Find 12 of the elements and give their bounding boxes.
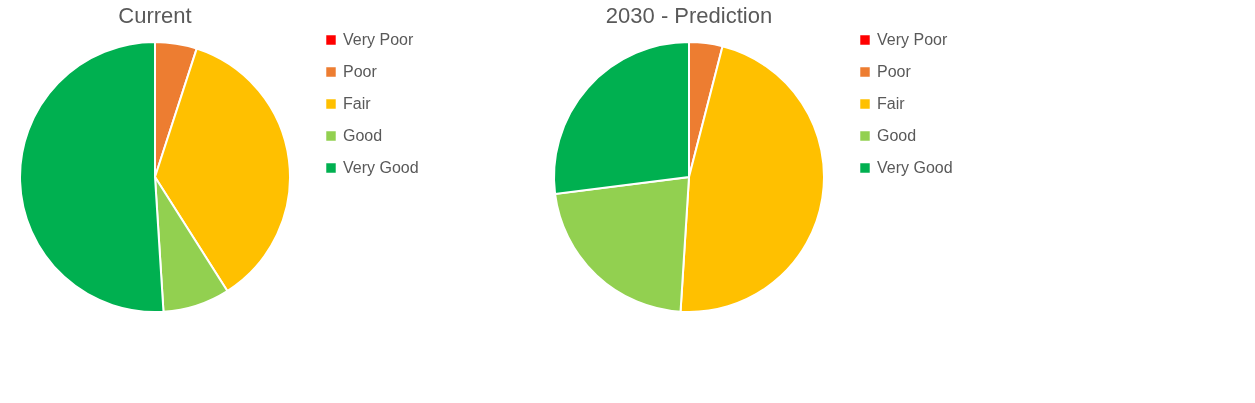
legend-label: Good	[343, 127, 383, 144]
legend-label: Fair	[877, 95, 906, 112]
legend-label: Poor	[877, 63, 912, 80]
legend-label: Very Good	[877, 159, 953, 176]
legend-label: Very Poor	[343, 31, 414, 48]
chart-title: Current	[118, 3, 192, 28]
legend-label: Very Good	[343, 159, 419, 176]
legend-label: Fair	[343, 95, 372, 112]
legend-label: Very Poor	[877, 31, 948, 48]
chart-title: 2030 - Prediction	[605, 3, 773, 28]
legend-label: Poor	[343, 63, 378, 80]
legend-label: Good	[877, 127, 917, 144]
